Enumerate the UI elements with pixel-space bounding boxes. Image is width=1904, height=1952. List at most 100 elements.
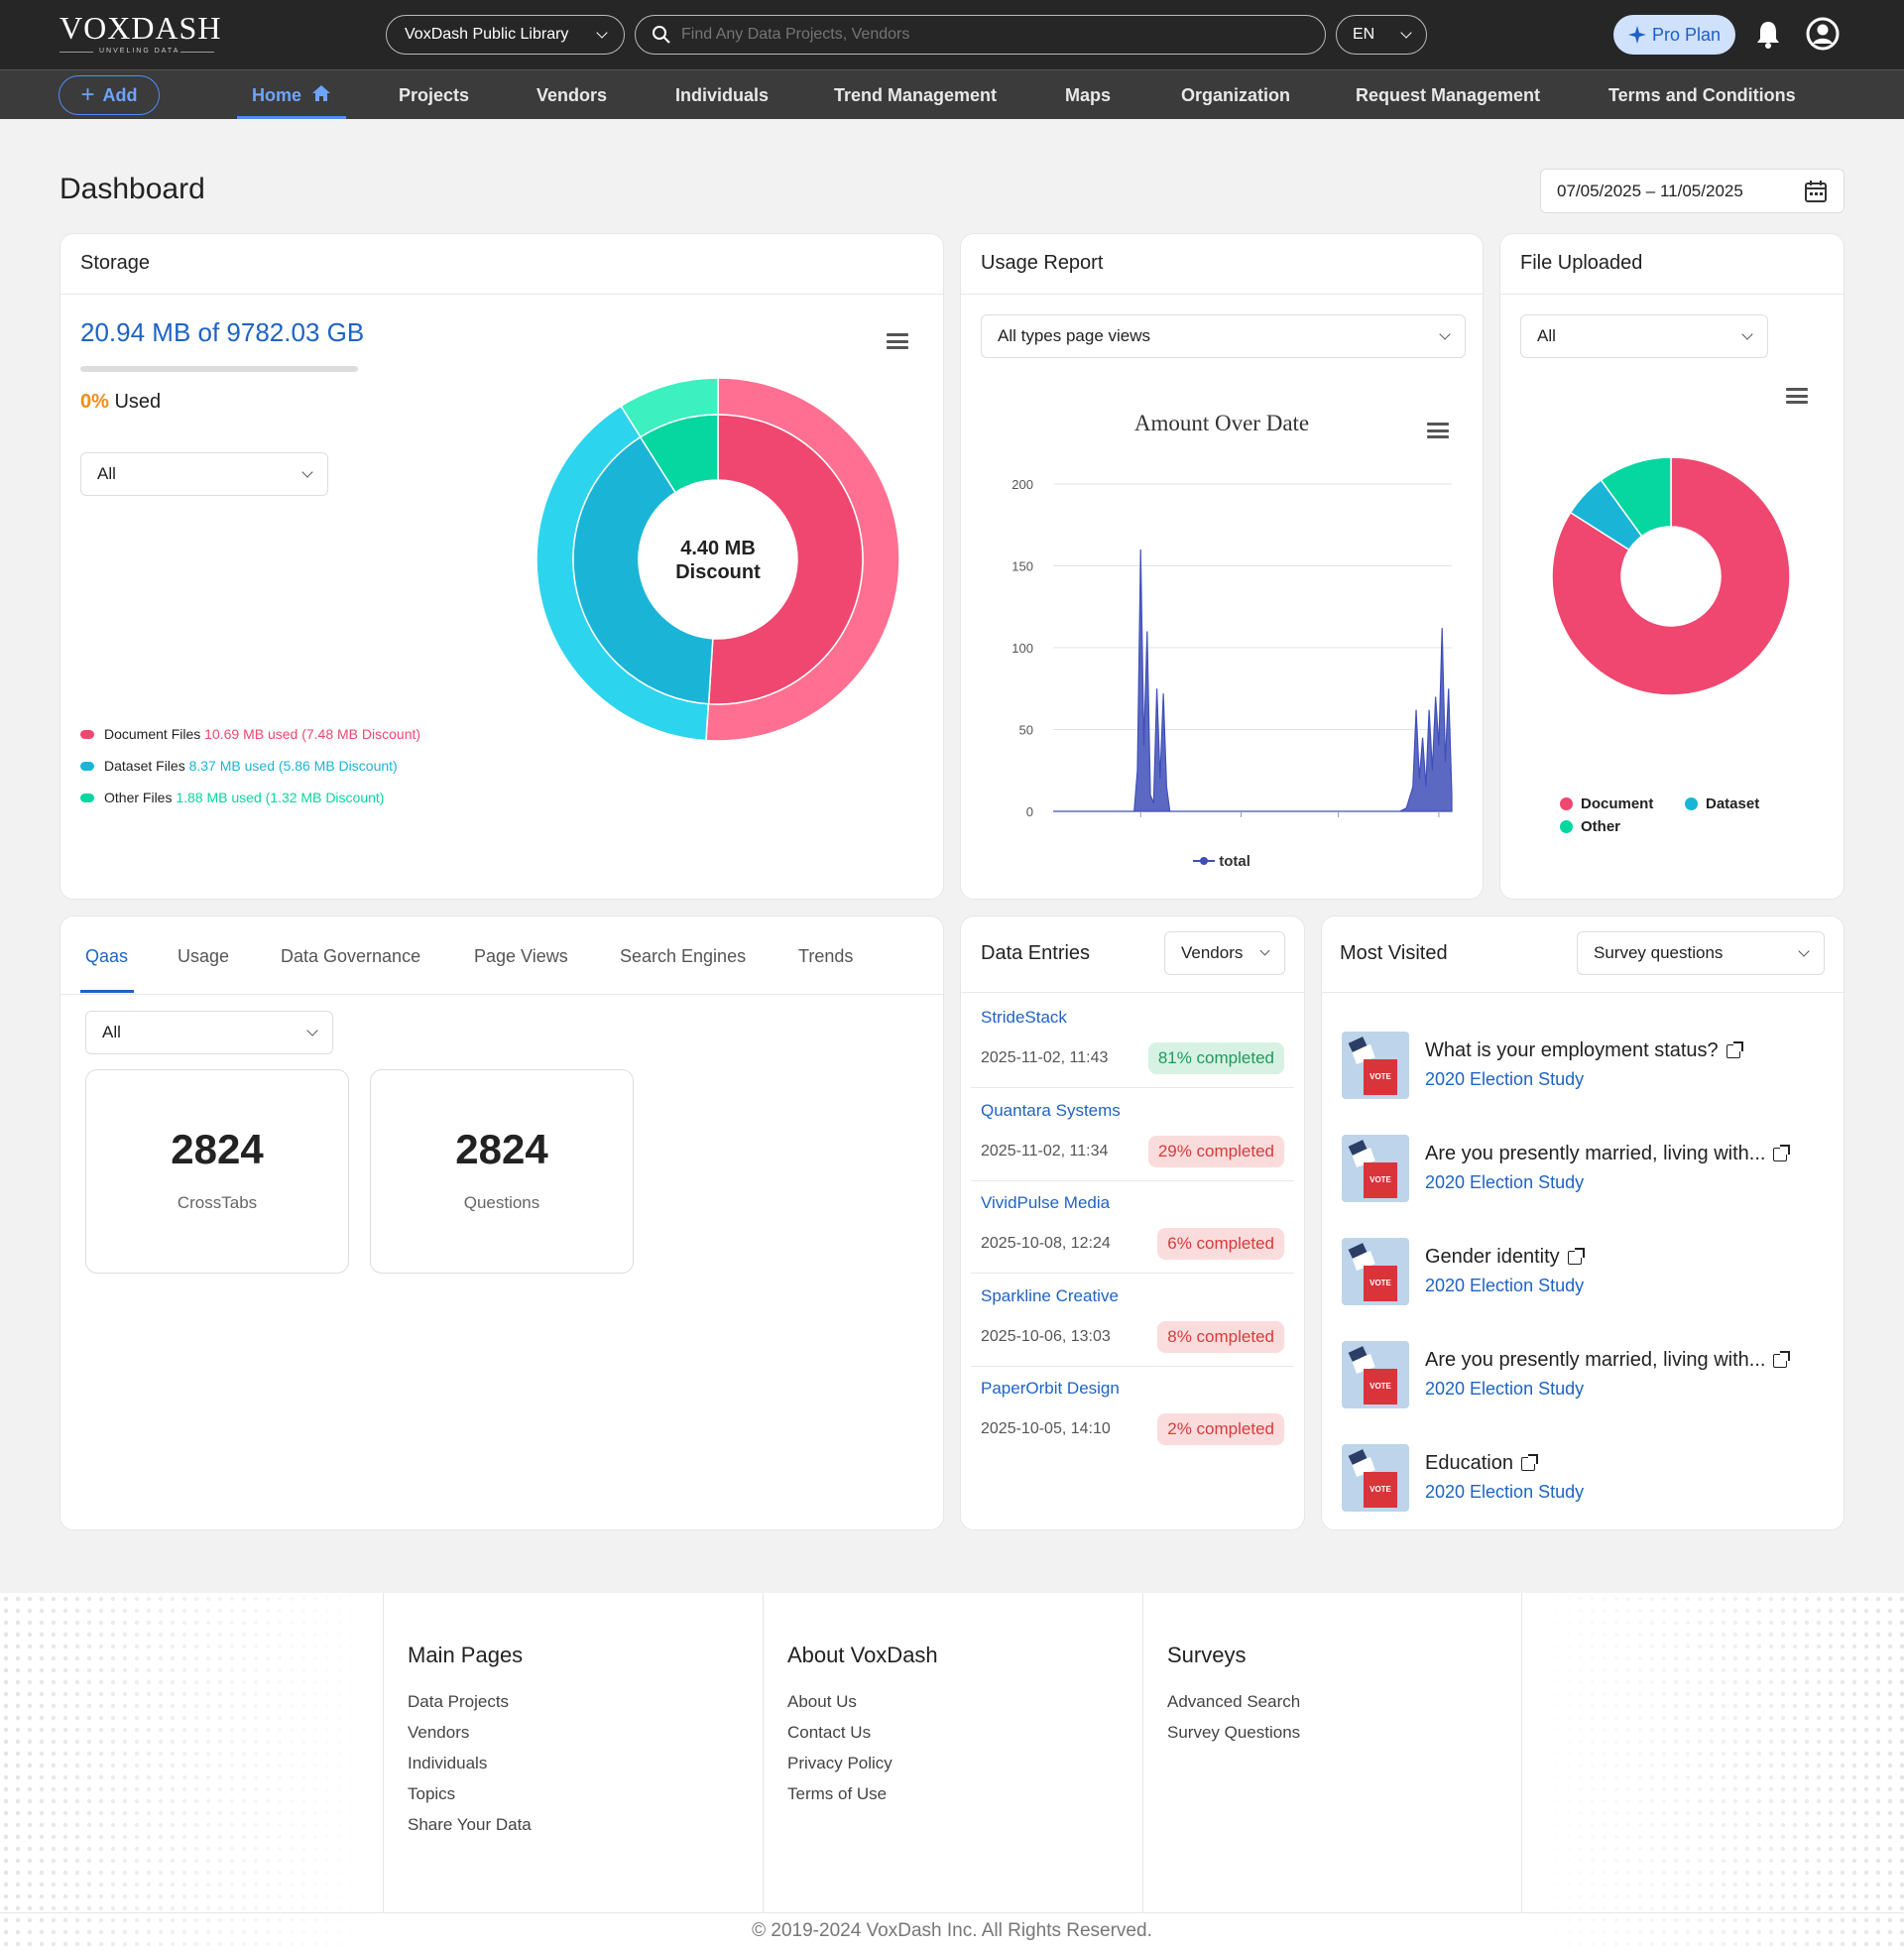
storage-used-label: Used [108,391,162,413]
chart-menu-icon[interactable] [1427,423,1449,438]
chart-menu-icon[interactable] [887,333,908,349]
files-filter[interactable]: All [1520,314,1768,358]
most-visited-filter-value: Survey questions [1594,943,1724,962]
search-input[interactable] [681,26,1276,44]
list-item[interactable]: StrideStack 2025-11-02, 11:43 81% comple… [961,996,1304,1089]
entry-name[interactable]: PaperOrbit Design [981,1379,1120,1398]
ballot-box-icon: VOTE [1342,1341,1409,1408]
list-item[interactable]: Sparkline Creative 2025-10-06, 13:03 8% … [961,1275,1304,1368]
legend-detail: 8.37 MB used (5.86 MB Discount) [188,758,398,774]
date-range-picker[interactable]: 07/05/2025 – 11/05/2025 [1540,169,1844,213]
tab-page-views[interactable]: Page Views [474,946,568,966]
entry-date: 2025-10-05, 14:10 [981,1420,1111,1437]
add-button[interactable]: + Add [59,75,160,115]
tab-trends[interactable]: Trends [798,946,854,966]
bell-icon[interactable] [1755,20,1781,50]
entry-name[interactable]: StrideStack [981,1008,1067,1027]
entry-name[interactable]: VividPulse Media [981,1193,1111,1212]
entry-date: 2025-10-06, 13:03 [981,1328,1111,1345]
list-item[interactable]: VOTE Education 2020 Election Study [1342,1444,1828,1514]
most-visited-filter[interactable]: Survey questions [1577,931,1825,975]
nav-projects[interactable]: Projects [399,85,470,105]
footer-link[interactable]: Contact Us [787,1723,872,1742]
usage-area-chart: 200150100500Aug '25Sep '25Oct '25Nov '25 [1012,477,1453,819]
tab-search-engines[interactable]: Search Engines [620,946,747,966]
tab-data-governance[interactable]: Data Governance [281,946,421,966]
list-item[interactable]: VOTE What is your employment status? 202… [1342,1032,1828,1101]
nav-individuals[interactable]: Individuals [675,85,770,105]
question-text: What is your employment status? [1425,1039,1719,1061]
user-icon[interactable] [1806,17,1840,51]
nav-home-label: Home [252,85,302,105]
nav-vendors[interactable]: Vendors [536,85,608,105]
pie-slice [572,435,714,705]
question-link[interactable]: What is your employment status? [1425,1039,1743,1062]
entries-filter[interactable]: Vendors [1164,931,1285,975]
files-legend-other: Other [1560,818,1620,835]
storage-card: Storage 20.94 MB of 9782.03 GB 0% Used A… [60,233,944,900]
status-badge: 29% completed [1147,1136,1284,1167]
list-item[interactable]: VividPulse Media 2025-10-08, 12:24 6% co… [961,1181,1304,1275]
study-link[interactable]: 2020 Election Study [1425,1276,1585,1295]
divider [1500,294,1844,295]
stat-questions[interactable]: 2824 Questions [370,1069,634,1274]
data-entries-card: Data Entries Vendors StrideStack 2025-11… [960,915,1305,1530]
nav-request-management[interactable]: Request Management [1356,85,1541,105]
stat-crosstabs[interactable]: 2824 CrossTabs [85,1069,349,1274]
nav-trend-management[interactable]: Trend Management [834,85,998,105]
y-tick-label: 0 [1026,804,1033,819]
language-selector[interactable]: EN [1336,15,1427,55]
chart-menu-icon[interactable] [1786,388,1808,404]
footer-link[interactable]: Survey Questions [1167,1723,1301,1742]
study-link[interactable]: 2020 Election Study [1425,1172,1585,1192]
study-link[interactable]: 2020 Election Study [1425,1379,1585,1399]
footer-link[interactable]: About Us [787,1692,857,1711]
question-text: Are you presently married, living with..… [1425,1143,1766,1164]
footer-link[interactable]: Terms of Use [787,1784,888,1803]
qaas-filter[interactable]: All [85,1011,333,1054]
list-item[interactable]: PaperOrbit Design 2025-10-05, 14:10 2% c… [961,1367,1304,1460]
list-item[interactable]: VOTE Are you presently married, living w… [1342,1341,1828,1410]
tab-qaas[interactable]: Qaas [85,946,129,966]
question-link[interactable]: Gender identity [1425,1246,1585,1269]
footer-link[interactable]: Data Projects [408,1692,510,1711]
question-link[interactable]: Are you presently married, living with..… [1425,1143,1791,1165]
search-bar[interactable] [635,15,1326,55]
footer-link[interactable]: Privacy Policy [787,1754,892,1772]
nav-terms[interactable]: Terms and Conditions [1608,85,1796,105]
nav-maps[interactable]: Maps [1065,85,1112,105]
storage-filter[interactable]: All [80,452,328,496]
status-badge: 6% completed [1157,1228,1284,1260]
logo[interactable]: VoxDash UNVELING DATA [60,8,220,58]
list-item[interactable]: VOTE Gender identity 2020 Election Study [1342,1238,1828,1307]
chevron-down-icon [1798,944,1810,957]
footer-link[interactable]: Individuals [408,1754,488,1772]
nav-home[interactable]: Home [252,70,331,120]
study-link[interactable]: 2020 Election Study [1425,1069,1585,1089]
nav-organization[interactable]: Organization [1181,85,1291,105]
library-selector[interactable]: VoxDash Public Library [386,15,625,55]
usage-legend: total [961,853,1483,870]
pro-plan-button[interactable]: Pro Plan [1613,15,1735,55]
footer-link[interactable]: Vendors [408,1723,470,1742]
status-badge: 2% completed [1157,1413,1284,1445]
list-item[interactable]: Quantara Systems 2025-11-02, 11:34 29% c… [961,1089,1304,1182]
divider [971,1366,1294,1367]
entry-name[interactable]: Quantara Systems [981,1101,1121,1120]
entry-name[interactable]: Sparkline Creative [981,1286,1119,1305]
y-tick-label: 150 [1012,559,1033,574]
question-link[interactable]: Are you presently married, living with..… [1425,1349,1791,1372]
ballot-box-icon: VOTE [1342,1135,1409,1202]
footer-link[interactable]: Topics [408,1784,456,1803]
footer-link[interactable]: Advanced Search [1167,1692,1301,1711]
usage-filter[interactable]: All types page views [981,314,1466,358]
study-link[interactable]: 2020 Election Study [1425,1482,1585,1502]
tab-usage[interactable]: Usage [178,946,230,966]
list-item[interactable]: VOTE Are you presently married, living w… [1342,1135,1828,1204]
footer-col-main-pages: Main Pages Data Projects Vendors Individ… [383,1593,763,1912]
usage-title: Usage Report [981,252,1104,274]
footer-link[interactable]: Share Your Data [408,1815,532,1834]
question-link[interactable]: Education [1425,1452,1538,1475]
usage-legend-label: total [1219,853,1250,870]
entry-date: 2025-11-02, 11:43 [981,1049,1109,1066]
